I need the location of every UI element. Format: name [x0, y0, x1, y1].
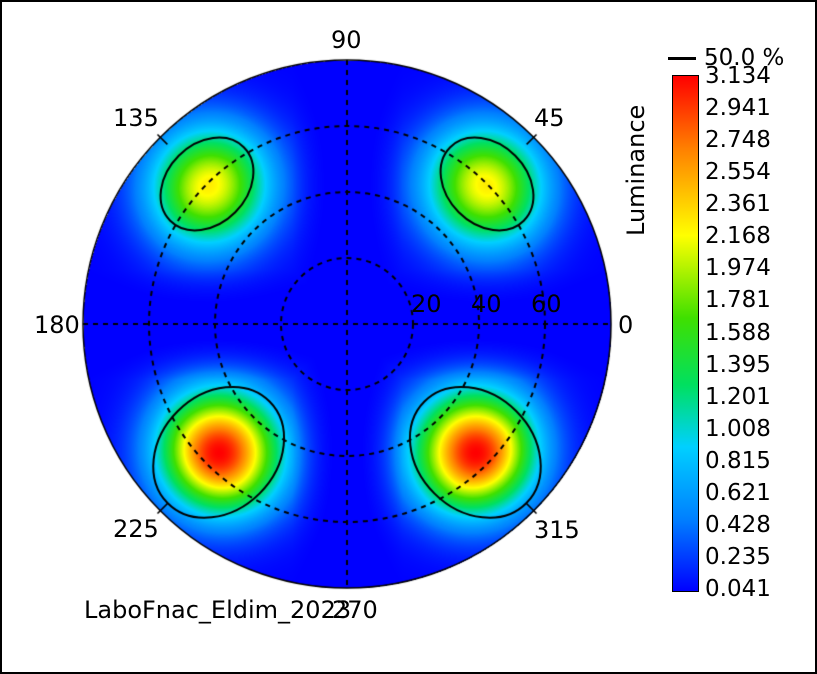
contour-legend-label: 50.0 %: [704, 45, 785, 71]
colorbar-tick-label: 0.621: [705, 479, 771, 506]
colorbar-tick-label: 0.041: [705, 576, 771, 602]
angle-label-45: 45: [534, 104, 565, 132]
angle-label-225: 225: [113, 515, 159, 543]
colorbar-tick-label: 2.941: [705, 95, 771, 122]
radial-label-20: 20: [411, 290, 442, 318]
colorbar-tick-label: 2.168: [705, 223, 771, 250]
colorbar-tick-label: 0.428: [705, 511, 771, 538]
angle-label-180: 180: [34, 311, 80, 339]
colorbar-tick-label: 2.748: [705, 127, 771, 154]
colorbar-tick-label: 2.554: [705, 159, 771, 186]
colorbar-tick-label: 1.008: [705, 415, 771, 442]
colorbar-tick-label: 0.815: [705, 447, 771, 474]
colorbar-tick-label: 2.361: [705, 191, 771, 218]
colorbar-tick-label: 1.201: [705, 383, 771, 410]
contour-legend-line: [668, 57, 696, 60]
colorbar: [672, 75, 699, 592]
colorbar-tick-label: 0.235: [705, 543, 771, 570]
colorbar-tick-label: 1.974: [705, 255, 771, 282]
angle-label-90: 90: [331, 26, 362, 54]
angle-label-135: 135: [113, 104, 159, 132]
colorbar-tick-label: 1.588: [705, 319, 771, 346]
colorbar-title: Luminance: [622, 104, 650, 236]
angle-label-0: 0: [618, 311, 634, 339]
colorbar-tick-label: 3.134: [705, 63, 771, 89]
radial-label-40: 40: [471, 290, 502, 318]
colorbar-tick-label: 1.781: [705, 287, 771, 314]
colorbar-tick-label: 1.395: [705, 351, 771, 378]
footer-text: LaboFnac_Eldim_2023: [84, 596, 352, 624]
angle-label-270: 270: [332, 596, 378, 624]
radial-label-60: 60: [531, 290, 562, 318]
angle-label-315: 315: [534, 516, 580, 544]
